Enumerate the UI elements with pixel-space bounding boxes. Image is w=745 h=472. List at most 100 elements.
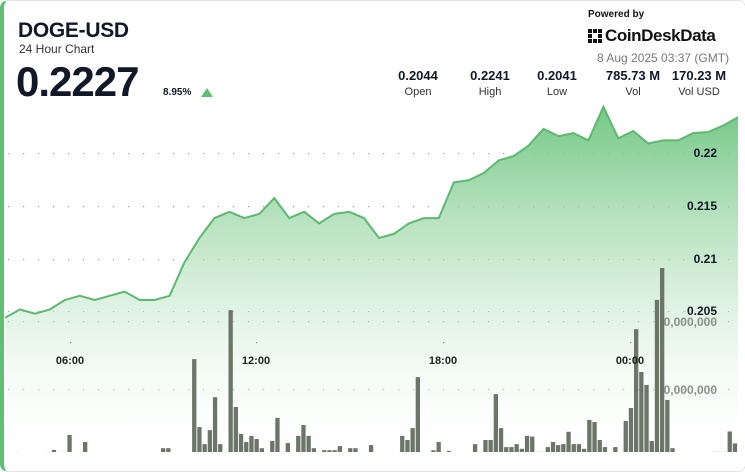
volume-bar	[203, 444, 207, 452]
grid-dot	[323, 153, 324, 154]
grid-dot	[53, 259, 54, 260]
grid-dot	[143, 153, 144, 154]
grid-dot	[98, 259, 99, 260]
volume-bar	[369, 445, 373, 452]
volume-bar	[530, 437, 534, 452]
grid-dot	[368, 206, 369, 207]
grid-dot	[38, 206, 39, 207]
volume-bar	[437, 442, 441, 452]
grid-dot	[368, 153, 369, 154]
volume-bar	[213, 397, 217, 452]
grid-dot	[383, 153, 384, 154]
coindesk-data-logo[interactable]: CoinDeskData	[588, 26, 715, 46]
volume-bar	[255, 439, 259, 452]
volume-bar	[670, 448, 674, 452]
grid-dot	[233, 206, 234, 207]
time-tick: 12:00	[242, 355, 270, 367]
grid-dot	[413, 153, 414, 154]
volume-bar	[411, 428, 415, 452]
volume-bar	[572, 444, 576, 452]
volume-bar	[515, 444, 519, 452]
volume-bar	[525, 436, 529, 452]
volume-bar	[598, 440, 602, 452]
stat-label: Vol USD	[664, 86, 734, 98]
price-tick: 0.22	[694, 146, 718, 160]
volume-bar	[665, 400, 669, 452]
grid-dot	[263, 206, 264, 207]
grid-dot	[383, 206, 384, 207]
volume-bar	[338, 446, 342, 452]
grid-dot	[503, 153, 504, 154]
grid-dot	[98, 153, 99, 154]
volume-bar	[208, 430, 212, 452]
volume-bar	[229, 310, 233, 452]
volume-bar	[634, 329, 638, 452]
grid-dot	[113, 206, 114, 207]
grid-dot	[23, 259, 24, 260]
grid-dot	[53, 206, 54, 207]
volume-bar	[473, 444, 477, 452]
volume-bar	[650, 441, 654, 452]
volume-bar	[400, 436, 404, 452]
coindesk-logo-icon	[588, 29, 602, 43]
up-arrow-icon	[201, 88, 213, 97]
volume-bar	[499, 428, 503, 452]
grid-dot	[143, 206, 144, 207]
volume-bar	[307, 436, 311, 452]
grid-dot	[113, 259, 114, 260]
grid-dot	[128, 206, 129, 207]
stat-label: Open	[383, 86, 453, 98]
stat-value: 0.2041	[522, 68, 592, 83]
chart-subtitle: 24 Hour Chart	[19, 42, 94, 56]
volume-bar	[546, 447, 550, 452]
volume-bar	[624, 421, 628, 452]
grid-dot	[323, 206, 324, 207]
grid-dot	[8, 153, 9, 154]
grid-dot	[218, 206, 219, 207]
grid-dot	[458, 153, 459, 154]
grid-dot	[158, 153, 159, 154]
volume-bar	[556, 445, 560, 452]
grid-dot	[68, 153, 69, 154]
volume-bar	[603, 447, 607, 452]
volume-bar	[509, 447, 513, 452]
grid-dot	[188, 153, 189, 154]
stat-value: 170.23 M	[664, 68, 734, 83]
volume-bar	[83, 442, 87, 452]
volume-tick: 0,000,000	[664, 383, 718, 397]
volume-bar	[260, 448, 264, 452]
grid-dot	[68, 206, 69, 207]
volume-bar	[249, 436, 253, 452]
grid-dot	[98, 206, 99, 207]
price-tick: 0.21	[694, 252, 718, 266]
grid-dot	[8, 311, 9, 312]
price-area	[5, 107, 738, 452]
volume-bar	[348, 448, 352, 452]
grid-dot	[413, 206, 414, 207]
grid-dot	[428, 153, 429, 154]
stat-value: 0.2044	[383, 68, 453, 83]
volume-bar	[192, 359, 196, 452]
volume-bar	[234, 407, 238, 452]
volume-bar	[489, 440, 493, 452]
volume-bar	[660, 268, 664, 452]
volume-bar	[629, 408, 633, 452]
stat-value: 0.2241	[455, 68, 525, 83]
volume-bar	[592, 422, 596, 452]
volume-bar	[353, 448, 357, 452]
volume-bar	[644, 385, 648, 452]
time-tick: 06:00	[56, 355, 84, 367]
grid-dot	[38, 153, 39, 154]
grid-dot	[128, 259, 129, 260]
grid-dot	[488, 153, 489, 154]
volume-bar	[728, 432, 732, 453]
volume-bar	[270, 441, 274, 452]
grid-dot	[83, 153, 84, 154]
volume-bar	[494, 394, 498, 452]
price-tick: 0.215	[687, 199, 717, 213]
grid-dot	[398, 153, 399, 154]
grid-dot	[158, 206, 159, 207]
volume-bar	[218, 444, 222, 452]
